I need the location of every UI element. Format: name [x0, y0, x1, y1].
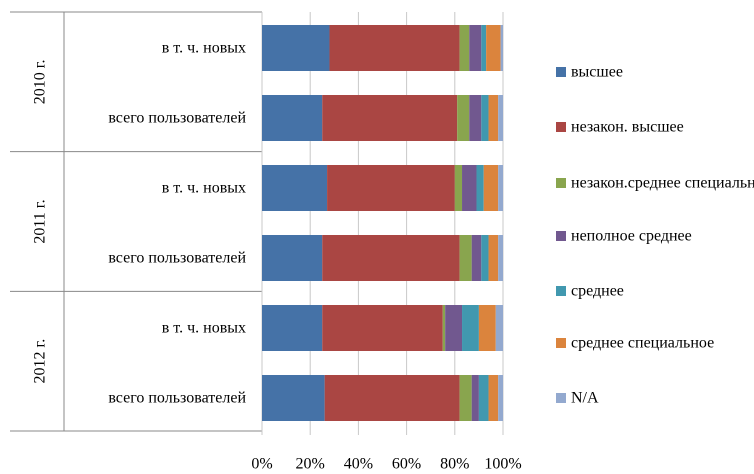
legend-swatch	[556, 286, 566, 296]
bar-segment	[486, 25, 501, 71]
bar-segment	[262, 235, 323, 281]
legend-label: среднее специальное	[571, 335, 714, 352]
bar-segment	[322, 305, 443, 351]
x-tick-label: 0%	[251, 456, 272, 473]
category-labels: в т. ч. новых всего пользователей в т. ч. …	[108, 40, 246, 407]
bar-segment	[459, 375, 472, 421]
bar-segment	[471, 375, 479, 421]
gridlines	[261, 12, 504, 435]
bar-segment	[262, 25, 330, 71]
group-label: 2011 г.	[32, 199, 49, 243]
category-label: всего пользователей	[108, 110, 246, 127]
bars	[262, 25, 503, 421]
bar-segment	[498, 235, 503, 281]
category-label: в т. ч. новых	[162, 180, 246, 197]
bar-segment	[476, 165, 484, 211]
category-label: в т. ч. новых	[162, 320, 246, 337]
bar-segment	[459, 25, 470, 71]
legend-swatch	[556, 231, 566, 241]
bar-segment	[488, 235, 499, 281]
bar-segment	[478, 305, 496, 351]
x-tick-label: 40%	[344, 456, 373, 473]
legend-label: высшее	[571, 64, 623, 81]
category-label: всего пользователей	[108, 250, 246, 267]
bar-segment	[322, 235, 460, 281]
bar-segment	[495, 305, 503, 351]
legend-label: N/A	[571, 390, 599, 407]
legend-label: незакон.среднее специальное	[571, 175, 754, 192]
legend-label: незакон. высшее	[571, 119, 684, 136]
bar-segment	[498, 95, 503, 141]
x-axis-tick-labels: 0% 20% 40% 60% 80% 100%	[251, 456, 521, 473]
legend-swatch	[556, 67, 566, 77]
group-label: 2012 г.	[32, 339, 49, 384]
legend-swatch	[556, 393, 566, 403]
legend-swatch	[556, 178, 566, 188]
category-label: в т. ч. новых	[162, 40, 246, 57]
bar-segment	[488, 95, 499, 141]
group-labels: 2010 г. 2011 г. 2012 г.	[32, 59, 49, 383]
bar-segment	[324, 375, 460, 421]
bar-segment	[469, 95, 482, 141]
bar-segment	[481, 25, 487, 71]
bar-segment	[481, 235, 489, 281]
bar-segment	[481, 95, 489, 141]
bar-segment	[462, 305, 479, 351]
bar-segment	[469, 25, 482, 71]
x-tick-label: 20%	[296, 456, 325, 473]
x-tick-label: 100%	[484, 456, 521, 473]
bar-segment	[262, 305, 323, 351]
bar-segment	[478, 375, 489, 421]
bar-segment	[262, 375, 325, 421]
bar-segment	[459, 235, 472, 281]
x-tick-label: 60%	[392, 456, 421, 473]
bar-segment	[483, 165, 499, 211]
bar-segment	[445, 305, 463, 351]
x-tick-label: 80%	[440, 456, 469, 473]
legend-swatch	[556, 338, 566, 348]
bar-segment	[327, 165, 455, 211]
bar-segment	[471, 235, 482, 281]
bar-segment	[498, 375, 503, 421]
bar-segment	[329, 25, 460, 71]
bar-segment	[488, 375, 499, 421]
bar-segment	[457, 95, 470, 141]
legend-label: неполное среднее	[571, 228, 692, 245]
bar-segment	[500, 25, 503, 71]
bar-segment	[454, 165, 463, 211]
legend-label: среднее	[571, 283, 624, 300]
category-label: всего пользователей	[108, 390, 246, 407]
bar-segment	[262, 95, 323, 141]
bar-segment	[462, 165, 477, 211]
group-label: 2010 г.	[32, 59, 49, 104]
legend-swatch	[556, 122, 566, 132]
bar-segment	[322, 95, 458, 141]
legend: высшее незакон. высшее незакон.среднее спе…	[556, 64, 754, 407]
bar-segment	[442, 305, 446, 351]
bar-segment	[262, 165, 328, 211]
bar-segment	[498, 165, 503, 211]
